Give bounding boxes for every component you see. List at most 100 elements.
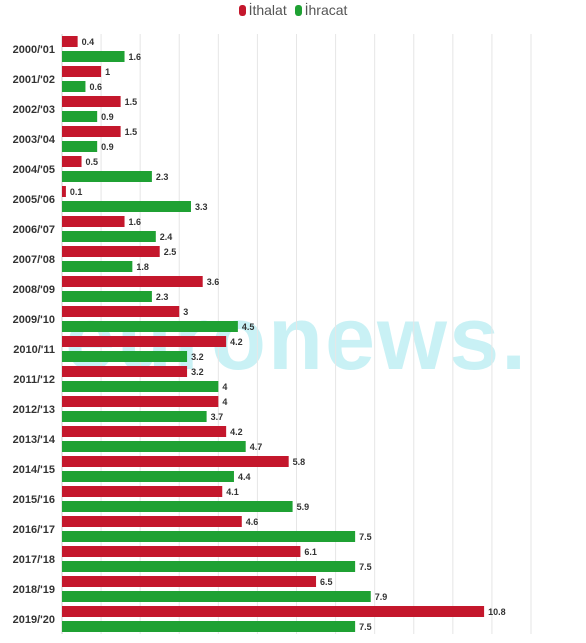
category-label: 2011/'12 [13, 374, 55, 386]
bar-ihracat[interactable] [62, 171, 152, 182]
bar-ithalat[interactable] [62, 516, 242, 527]
bar-ihracat[interactable] [62, 411, 207, 422]
data-label: 3.3 [195, 202, 208, 212]
category-label: 2003/'04 [13, 134, 56, 146]
data-label: 5.8 [293, 457, 306, 467]
category-label: 2002/'03 [13, 104, 55, 116]
bar-ithalat[interactable] [62, 36, 78, 47]
data-label: 3 [183, 307, 188, 317]
data-label: 7.5 [359, 622, 372, 632]
bar-ithalat[interactable] [62, 216, 125, 227]
data-label: 6.1 [304, 547, 317, 557]
bar-ihracat[interactable] [62, 111, 98, 122]
bar-ithalat[interactable] [62, 366, 188, 377]
data-label: 0.9 [101, 112, 114, 122]
bars [62, 36, 485, 632]
bar-ihracat[interactable] [62, 51, 125, 62]
data-label: 1.6 [129, 52, 142, 62]
data-label: 4 [222, 397, 227, 407]
bar-ihracat[interactable] [62, 201, 191, 212]
data-label: 0.5 [86, 157, 99, 167]
data-label: 6.5 [320, 577, 333, 587]
category-label: 2010/'11 [13, 344, 55, 356]
data-label: 0.6 [89, 82, 102, 92]
legend-item-ihracat[interactable]: İhracat [294, 2, 347, 18]
bar-ihracat[interactable] [62, 621, 356, 632]
bar-ihracat[interactable] [62, 591, 371, 602]
gridlines [61, 34, 532, 634]
data-label: 4.1 [226, 487, 239, 497]
chart-legend: İthalat İhracat [0, 2, 586, 19]
data-label: 4.7 [250, 442, 263, 452]
data-label: 5.9 [297, 502, 310, 512]
bar-ihracat[interactable] [62, 561, 356, 572]
data-label: 1.6 [129, 217, 142, 227]
category-label: 2000/'01 [13, 44, 55, 56]
bar-ithalat[interactable] [62, 306, 180, 317]
category-label: 2012/'13 [13, 404, 55, 416]
data-label: 2.3 [156, 172, 169, 182]
category-label: 2019/'20 [13, 614, 55, 626]
bar-ihracat[interactable] [62, 441, 246, 452]
bar-ithalat[interactable] [62, 186, 66, 197]
data-label: 3.2 [191, 352, 204, 362]
bar-ihracat[interactable] [62, 291, 152, 302]
data-label: 10.8 [488, 607, 506, 617]
category-label: 2016/'17 [13, 524, 55, 536]
category-label: 2008/'09 [13, 284, 55, 296]
bar-ihracat[interactable] [62, 141, 98, 152]
category-label: 2017/'18 [13, 554, 55, 566]
data-label: 1 [105, 67, 110, 77]
data-label: 7.9 [375, 592, 388, 602]
data-label: 1.5 [125, 97, 138, 107]
bar-ithalat[interactable] [62, 66, 102, 77]
legend-swatch-ithalat [238, 4, 246, 16]
category-label: 2004/'05 [13, 164, 55, 176]
bar-ihracat[interactable] [62, 81, 86, 92]
legend-label-ithalat: İthalat [248, 2, 287, 18]
bar-ithalat[interactable] [62, 456, 289, 467]
category-label: 2001/'02 [13, 74, 55, 86]
data-label: 4.2 [230, 337, 243, 347]
bar-ithalat[interactable] [62, 486, 223, 497]
data-label: 0.1 [70, 187, 83, 197]
data-label: 0.4 [82, 37, 95, 47]
bar-ithalat[interactable] [62, 246, 160, 257]
bar-ithalat[interactable] [62, 576, 317, 587]
bar-ithalat[interactable] [62, 276, 203, 287]
data-label: 0.9 [101, 142, 114, 152]
bar-ithalat[interactable] [62, 336, 227, 347]
data-label: 4.5 [242, 322, 255, 332]
category-label: 2018/'19 [13, 584, 55, 596]
bar-ithalat[interactable] [62, 546, 301, 557]
data-label: 1.8 [136, 262, 149, 272]
bar-ithalat[interactable] [62, 96, 121, 107]
bar-ithalat[interactable] [62, 426, 227, 437]
bar-ithalat[interactable] [62, 606, 485, 617]
bar-ihracat[interactable] [62, 381, 219, 392]
bar-ihracat[interactable] [62, 501, 293, 512]
data-label: 4 [222, 382, 227, 392]
data-label: 7.5 [359, 532, 372, 542]
bar-ithalat[interactable] [62, 156, 82, 167]
category-label: 2007/'08 [13, 254, 55, 266]
category-label: 2009/'10 [13, 314, 55, 326]
category-label: 2015/'16 [13, 494, 55, 506]
legend-item-ithalat[interactable]: İthalat [238, 2, 287, 18]
data-label: 4.4 [238, 472, 251, 482]
bar-ihracat[interactable] [62, 471, 234, 482]
bar-ihracat[interactable] [62, 231, 156, 242]
labels: 2000/'01 0.4 1.6 2001/'02 10.6 2002/'03 1.5 0.9… [13, 37, 506, 632]
category-label: 2006/'07 [13, 224, 55, 236]
bar-ihracat[interactable] [62, 321, 238, 332]
data-label: 7.5 [359, 562, 372, 572]
legend-swatch-ihracat [294, 4, 302, 16]
bar-ihracat[interactable] [62, 531, 356, 542]
bar-ihracat[interactable] [62, 261, 133, 272]
bar-ihracat[interactable] [62, 351, 188, 362]
bar-ithalat[interactable] [62, 396, 219, 407]
bar-ithalat[interactable] [62, 126, 121, 137]
data-label: 3.6 [207, 277, 220, 287]
data-label: 2.4 [160, 232, 173, 242]
